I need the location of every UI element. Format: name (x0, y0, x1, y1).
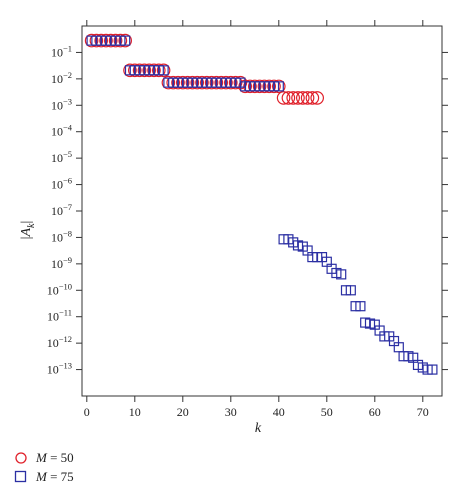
point-circle (310, 91, 324, 105)
point-circle (257, 79, 272, 94)
point-circle (132, 63, 147, 78)
point-circle (152, 63, 166, 78)
svg-text:M = 75: M = 75 (35, 469, 74, 484)
point-circle (200, 75, 214, 90)
point-circle (147, 63, 161, 78)
point-circle (104, 33, 118, 48)
y-tick-label: 10−4 (51, 123, 73, 139)
point-square (355, 301, 366, 312)
point-circle (89, 33, 104, 48)
x-tick-label: 20 (177, 405, 189, 419)
point-circle (118, 33, 132, 48)
legend: M = 50 M = 75 (14, 450, 74, 484)
point-square (120, 35, 131, 46)
point-circle (204, 75, 219, 90)
point-circle (99, 33, 113, 48)
point-circle (262, 79, 276, 94)
point-circle (142, 63, 156, 78)
point-circle (281, 91, 296, 105)
point-circle (123, 63, 137, 78)
legend-circle-marker (15, 452, 27, 464)
point-circle (84, 33, 99, 48)
x-tick-label: 10 (129, 405, 141, 419)
y-tick-label: 10−11 (47, 308, 72, 324)
y-tick-label: 10−5 (51, 149, 72, 165)
y-tick-label: 10−3 (51, 96, 72, 112)
y-tick-label: 10−6 (51, 176, 72, 192)
x-tick-label: 30 (225, 405, 237, 419)
point-circle (286, 91, 300, 105)
point-circle (214, 75, 228, 90)
x-axis: 0 10 20 30 40 50 60 70 (84, 20, 429, 419)
point-square (427, 364, 438, 375)
x-tick-label: 40 (273, 405, 285, 419)
point-circle (224, 75, 238, 90)
legend-item-m50: M = 50 (15, 450, 74, 465)
point-circle (161, 75, 176, 90)
x-tick-label: 70 (417, 405, 429, 419)
point-square (345, 285, 356, 296)
point-circle (219, 75, 233, 90)
point-square (336, 269, 347, 280)
y-tick-label: 10−12 (47, 334, 72, 350)
data-points (84, 33, 438, 375)
legend-square-marker (14, 470, 27, 483)
point-square (273, 81, 284, 92)
y-tick-label: 10−8 (51, 228, 72, 244)
svg-text:M = 50: M = 50 (35, 450, 74, 465)
point-circle (276, 91, 291, 105)
point-circle (271, 79, 286, 94)
point-circle (209, 75, 224, 90)
point-circle (300, 91, 315, 105)
point-circle (94, 33, 108, 48)
point-circle (176, 75, 190, 90)
point-circle (190, 75, 204, 90)
x-axis-label: k (255, 421, 262, 436)
point-circle (185, 75, 200, 90)
point-circle (166, 75, 180, 90)
svg-text:|Ak|: |Ak| (19, 221, 37, 240)
legend-item-m75: M = 75 (14, 469, 74, 484)
y-tick-label: 10−13 (47, 361, 72, 377)
point-square (158, 65, 169, 76)
series-m50 (84, 33, 324, 105)
point-circle (228, 75, 243, 90)
point-circle (128, 63, 142, 78)
point-circle (252, 79, 267, 94)
series-m75 (86, 35, 438, 375)
point-circle (156, 63, 171, 78)
y-tick-label: 10−1 (51, 43, 72, 59)
point-circle (108, 33, 123, 48)
point-circle (113, 33, 128, 48)
x-tick-label: 50 (321, 405, 333, 419)
point-circle (195, 75, 209, 90)
y-tick-label: 10−7 (51, 202, 72, 218)
x-tick-label: 60 (369, 405, 381, 419)
point-circle (137, 63, 152, 78)
point-circle (267, 79, 281, 94)
point-circle (248, 79, 262, 94)
y-axis: 10−1 10−2 10−3 10−4 10−5 10−6 10−7 10−8 10−9 10−1… (47, 43, 448, 377)
y-tick-label: 10−9 (51, 255, 72, 271)
x-tick-label: 0 (84, 405, 90, 419)
point-circle (243, 79, 257, 94)
point-circle (295, 91, 310, 105)
y-tick-label: 10−10 (47, 281, 72, 297)
point-circle (180, 75, 195, 90)
point-circle (171, 75, 185, 90)
point-circle (305, 91, 320, 105)
y-axis-label: |Ak| (19, 221, 37, 240)
y-tick-label: 10−2 (51, 70, 72, 86)
point-circle (291, 91, 305, 105)
